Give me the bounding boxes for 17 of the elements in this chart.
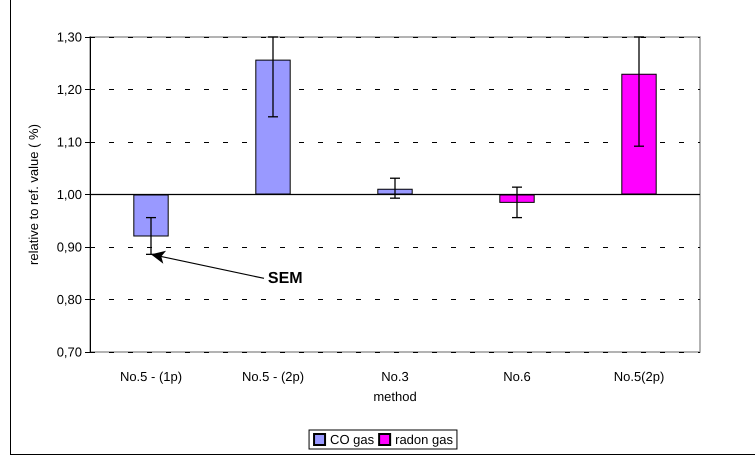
x-tick-label: No.5(2p) (614, 369, 664, 384)
x-tick-label: No.5 - (2p) (242, 369, 304, 384)
y-tick-label: 1,30 (56, 30, 82, 44)
x-tick-label: No.3 (381, 369, 409, 384)
y-tick-label: 0,70 (56, 344, 82, 360)
annotation: SEM (268, 270, 303, 287)
y-tick-label: 0,90 (56, 240, 82, 254)
y-tick-label: 1,00 (56, 187, 82, 202)
x-axis-title: method (373, 389, 417, 404)
legend-label: CO gas (330, 432, 375, 447)
y-tick-label: 0,80 (56, 292, 82, 307)
y-tick-label: 1,20 (56, 82, 82, 97)
y-tick-label: 1,10 (56, 134, 82, 150)
x-tick-label: No.5 - (1p) (120, 369, 182, 384)
legend-label: radon gas (395, 432, 454, 447)
x-tick-label: No.6 (503, 369, 531, 384)
y-axis-title: relative to ref. value ( %) (26, 124, 41, 265)
